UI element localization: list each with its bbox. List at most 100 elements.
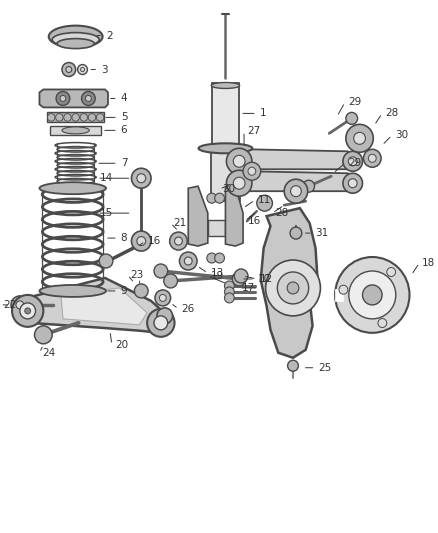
Circle shape [224, 287, 234, 297]
Text: 8: 8 [121, 233, 127, 243]
Circle shape [88, 114, 95, 121]
Circle shape [96, 114, 104, 121]
Text: 21: 21 [173, 218, 187, 228]
Text: 27: 27 [247, 126, 260, 136]
Ellipse shape [62, 127, 89, 134]
Polygon shape [188, 186, 208, 246]
Ellipse shape [39, 285, 106, 297]
Circle shape [233, 155, 245, 167]
Circle shape [346, 112, 357, 124]
Circle shape [207, 193, 217, 203]
Circle shape [137, 237, 146, 246]
Text: 16: 16 [148, 236, 161, 246]
Ellipse shape [198, 143, 252, 154]
Circle shape [346, 124, 373, 152]
Circle shape [81, 92, 95, 106]
Circle shape [339, 285, 348, 294]
Text: 5: 5 [121, 112, 127, 123]
Polygon shape [61, 288, 147, 325]
Circle shape [224, 293, 234, 303]
Circle shape [232, 272, 246, 286]
Text: 20: 20 [115, 340, 128, 350]
Circle shape [131, 168, 151, 188]
Ellipse shape [39, 182, 106, 194]
Circle shape [226, 148, 252, 174]
Circle shape [72, 114, 79, 121]
Circle shape [363, 285, 382, 305]
Text: 12: 12 [260, 274, 273, 284]
Circle shape [134, 284, 148, 298]
Polygon shape [335, 289, 343, 301]
Bar [50, 126, 101, 135]
Polygon shape [261, 208, 318, 358]
Polygon shape [239, 171, 353, 191]
Text: 22: 22 [3, 300, 17, 310]
Text: 24: 24 [42, 348, 56, 358]
Circle shape [80, 114, 88, 121]
Circle shape [81, 68, 85, 71]
Ellipse shape [57, 38, 94, 49]
Circle shape [277, 272, 309, 304]
Text: 16: 16 [248, 216, 261, 226]
Circle shape [348, 179, 357, 188]
Circle shape [287, 282, 299, 294]
Circle shape [154, 264, 168, 278]
Circle shape [62, 62, 76, 77]
Circle shape [159, 294, 166, 301]
Text: 19: 19 [211, 271, 224, 281]
Circle shape [387, 268, 396, 277]
Circle shape [56, 92, 70, 106]
Text: 6: 6 [121, 125, 127, 135]
Text: 7: 7 [121, 158, 127, 168]
Ellipse shape [49, 26, 102, 47]
Circle shape [290, 185, 301, 197]
Text: 3: 3 [101, 64, 108, 75]
Circle shape [226, 170, 252, 196]
Circle shape [234, 269, 248, 283]
Bar [212, 83, 239, 148]
Circle shape [349, 271, 396, 319]
Circle shape [215, 253, 224, 263]
Circle shape [20, 303, 35, 319]
Circle shape [164, 274, 177, 288]
Circle shape [343, 173, 363, 193]
Circle shape [64, 114, 71, 121]
Ellipse shape [211, 83, 240, 88]
Circle shape [137, 174, 146, 183]
Circle shape [25, 308, 31, 314]
Circle shape [66, 67, 72, 72]
Text: 29: 29 [348, 158, 361, 168]
Polygon shape [226, 186, 243, 246]
Text: 28: 28 [385, 108, 398, 118]
Circle shape [343, 151, 363, 171]
Bar [211, 149, 240, 201]
Circle shape [78, 64, 88, 75]
Circle shape [248, 167, 256, 175]
Circle shape [224, 281, 234, 291]
Circle shape [354, 132, 365, 144]
Circle shape [184, 257, 192, 265]
Circle shape [157, 308, 173, 324]
Circle shape [364, 149, 381, 167]
Text: 15: 15 [100, 208, 113, 218]
Text: 28: 28 [276, 208, 289, 218]
Circle shape [303, 180, 314, 192]
Text: 29: 29 [348, 98, 361, 108]
Circle shape [378, 319, 387, 328]
Circle shape [265, 260, 321, 316]
Circle shape [170, 232, 187, 250]
Text: 14: 14 [100, 173, 113, 183]
Bar [47, 112, 104, 123]
Circle shape [16, 301, 24, 309]
Circle shape [85, 95, 92, 101]
Circle shape [99, 254, 113, 268]
Circle shape [288, 360, 298, 371]
Text: 17: 17 [242, 283, 255, 293]
Circle shape [215, 193, 224, 203]
Circle shape [60, 95, 66, 101]
Circle shape [174, 237, 182, 245]
Circle shape [47, 114, 55, 121]
Text: 4: 4 [121, 93, 127, 103]
Text: 18: 18 [422, 258, 435, 268]
Circle shape [257, 195, 272, 211]
